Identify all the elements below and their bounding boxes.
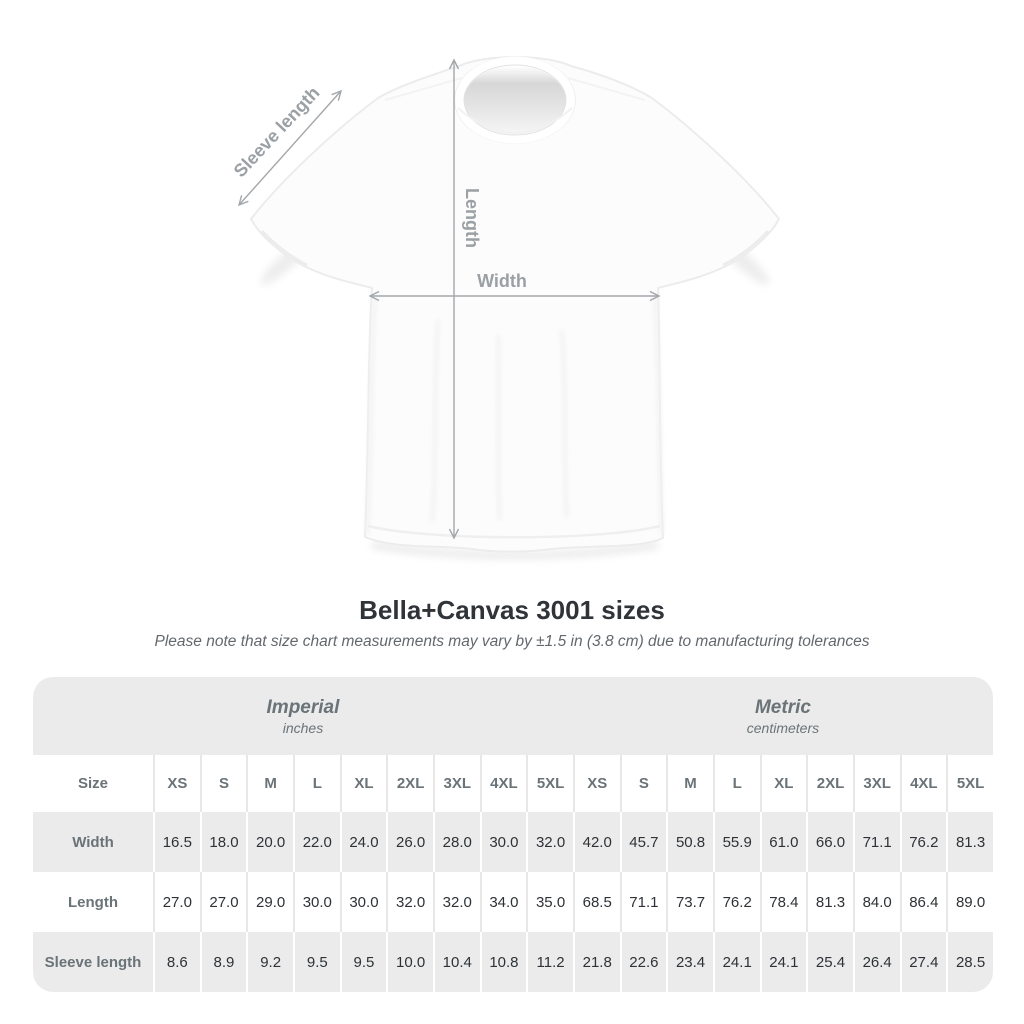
value-cell: 42.0 [572, 812, 620, 872]
value-cell: 8.6 [153, 932, 200, 992]
value-cell: 71.1 [619, 872, 667, 932]
collar [454, 56, 576, 144]
size-header-imperial-xl: XL [339, 755, 387, 812]
group-header-imperial: Imperial inches [33, 677, 573, 755]
value-cell: 16.5 [153, 812, 200, 872]
sleeve-length-arrow [237, 89, 343, 207]
value-cell: 50.8 [666, 812, 713, 872]
imperial-unit: inches [282, 720, 324, 737]
size-header-imperial-4xl: 4XL [479, 755, 527, 812]
value-cell: 27.0 [153, 872, 200, 932]
size-header-metric-s: S [619, 755, 667, 812]
metric-label: Metric [754, 696, 811, 718]
size-header-imperial-5xl: 5XL [526, 755, 573, 812]
value-cell: 76.2 [712, 872, 760, 932]
value-cell: 55.9 [712, 812, 760, 872]
size-chart: Imperial inches Metric centimeters Size … [33, 677, 993, 992]
value-cell: 34.0 [479, 872, 527, 932]
value-cell: 27.4 [899, 932, 947, 992]
size-column-header: Size [33, 755, 153, 812]
size-chart-subtitle: Please note that size chart measurements… [154, 633, 870, 650]
row-label-length: Length [33, 872, 153, 932]
value-cell: 9.5 [292, 932, 340, 992]
imperial-label: Imperial [266, 696, 340, 718]
measure-row-2: Sleeve length 8.6 8.9 9.2 9.5 9.5 10.0 10.4 10.… [33, 932, 993, 992]
value-cell: 45.7 [619, 812, 667, 872]
value-cell: 9.2 [246, 932, 293, 992]
value-cell: 8.9 [199, 932, 247, 992]
value-cell: 11.2 [526, 932, 573, 992]
size-header-imperial-l: L [292, 755, 340, 812]
value-cell: 81.3 [806, 872, 853, 932]
width-label: Width [477, 271, 527, 291]
value-cell: 23.4 [666, 932, 713, 992]
value-cell: 10.8 [479, 932, 527, 992]
size-header-metric-2xl: 2XL [806, 755, 853, 812]
value-cell: 22.0 [292, 812, 340, 872]
value-cell: 71.1 [852, 812, 900, 872]
value-cell: 32.0 [432, 872, 480, 932]
value-cell: 30.0 [339, 872, 387, 932]
group-header-metric: Metric centimeters [572, 677, 993, 755]
size-header-metric-5xl: 5XL [946, 755, 993, 812]
value-cell: 32.0 [526, 812, 573, 872]
value-cell: 24.0 [339, 812, 387, 872]
value-cell: 68.5 [572, 872, 620, 932]
value-cell: 76.2 [899, 812, 947, 872]
row-label-width: Width [33, 812, 153, 872]
measure-row-0: Width 16.5 18.0 20.0 22.0 24.0 26.0 28.0 30.0 32… [33, 812, 993, 872]
value-cell: 26.4 [852, 932, 900, 992]
row-label-sleeve-length: Sleeve length [33, 932, 153, 992]
measure-row-1: Length 27.0 27.0 29.0 30.0 30.0 32.0 32.0 34.0 3… [33, 872, 993, 932]
value-cell: 22.6 [619, 932, 667, 992]
value-cell: 86.4 [899, 872, 947, 932]
value-cell: 28.5 [946, 932, 993, 992]
size-header-row: Size XS S M L XL 2XL 3XL 4XL 5XL XS S M L XL 2XL 3XL 4XL… [33, 755, 993, 812]
size-header-metric-xl: XL [759, 755, 807, 812]
value-cell: 21.8 [572, 932, 620, 992]
unit-group-row: Imperial inches Metric centimeters [33, 677, 993, 755]
size-header-metric-m: M [666, 755, 713, 812]
value-cell: 89.0 [946, 872, 993, 932]
value-cell: 18.0 [199, 812, 247, 872]
size-chart-table: Imperial inches Metric centimeters Size … [33, 677, 993, 992]
value-cell: 84.0 [852, 872, 900, 932]
value-cell: 61.0 [759, 812, 807, 872]
value-cell: 24.1 [759, 932, 807, 992]
value-cell: 20.0 [246, 812, 293, 872]
value-cell: 73.7 [666, 872, 713, 932]
value-cell: 28.0 [432, 812, 480, 872]
value-cell: 24.1 [712, 932, 760, 992]
tshirt-graphic [250, 56, 780, 553]
value-cell: 26.0 [386, 812, 433, 872]
size-header-metric-l: L [712, 755, 760, 812]
value-cell: 78.4 [759, 872, 807, 932]
value-cell: 10.4 [432, 932, 480, 992]
size-header-metric-xs: XS [572, 755, 620, 812]
value-cell: 9.5 [339, 932, 387, 992]
length-label: Length [462, 188, 482, 248]
tshirt-measurement-diagram: Width Length Sleeve length [230, 56, 780, 559]
size-header-metric-4xl: 4XL [899, 755, 947, 812]
value-cell: 29.0 [246, 872, 293, 932]
size-chart-title: Bella+Canvas 3001 sizes [359, 595, 665, 625]
size-header-metric-3xl: 3XL [852, 755, 900, 812]
size-header-imperial-2xl: 2XL [386, 755, 433, 812]
size-header-imperial-xs: XS [153, 755, 200, 812]
metric-unit: centimeters [746, 720, 820, 737]
size-header-imperial-s: S [199, 755, 247, 812]
value-cell: 32.0 [386, 872, 433, 932]
value-cell: 30.0 [479, 812, 527, 872]
value-cell: 81.3 [946, 812, 993, 872]
value-cell: 27.0 [199, 872, 247, 932]
value-cell: 25.4 [806, 932, 853, 992]
value-cell: 35.0 [526, 872, 573, 932]
size-header-imperial-m: M [246, 755, 293, 812]
value-cell: 30.0 [292, 872, 340, 932]
value-cell: 66.0 [806, 812, 853, 872]
value-cell: 10.0 [386, 932, 433, 992]
size-header-imperial-3xl: 3XL [432, 755, 480, 812]
